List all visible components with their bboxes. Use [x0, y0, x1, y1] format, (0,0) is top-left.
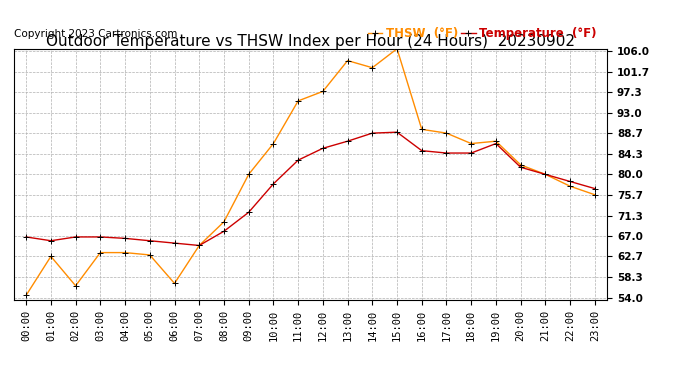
Legend: THSW  (°F), Temperature  (°F): THSW (°F), Temperature (°F) [363, 22, 601, 44]
Text: Copyright 2023 Cartronics.com: Copyright 2023 Cartronics.com [14, 29, 177, 39]
Title: Outdoor Temperature vs THSW Index per Hour (24 Hours)  20230902: Outdoor Temperature vs THSW Index per Ho… [46, 34, 575, 49]
